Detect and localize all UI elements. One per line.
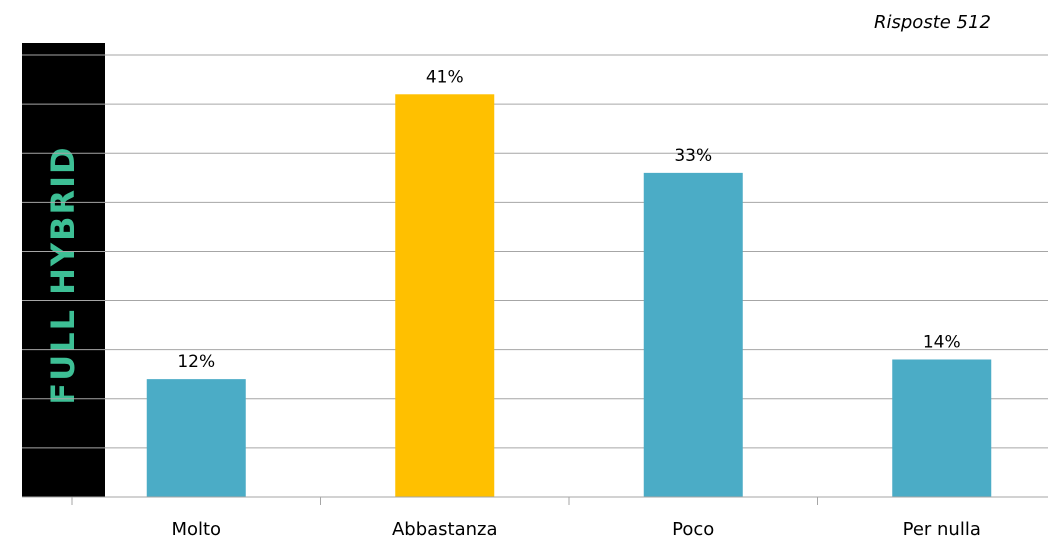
x-axis bbox=[22, 496, 1048, 505]
category-label: Abbastanza bbox=[392, 519, 498, 540]
bar-abbastanza bbox=[395, 94, 495, 498]
data-label: 33% bbox=[674, 146, 712, 166]
bar-poco bbox=[643, 172, 743, 497]
respondents-count: Risposte 512 bbox=[874, 12, 991, 33]
gridlines bbox=[22, 54, 1048, 449]
bar-molto bbox=[146, 379, 246, 497]
category-label: Poco bbox=[672, 519, 714, 540]
bar-per-nulla bbox=[892, 359, 992, 497]
data-label: 12% bbox=[177, 352, 215, 372]
category-labels: Molto Abbastanza Poco Per nulla bbox=[171, 519, 980, 540]
data-label: 41% bbox=[426, 67, 464, 87]
category-label: Molto bbox=[171, 519, 221, 540]
side-title-band bbox=[22, 43, 105, 497]
value-labels: 12% 41% 33% 14% bbox=[177, 67, 960, 372]
bars bbox=[146, 94, 992, 498]
category-label: Per nulla bbox=[903, 519, 981, 540]
data-label: 14% bbox=[923, 332, 961, 352]
